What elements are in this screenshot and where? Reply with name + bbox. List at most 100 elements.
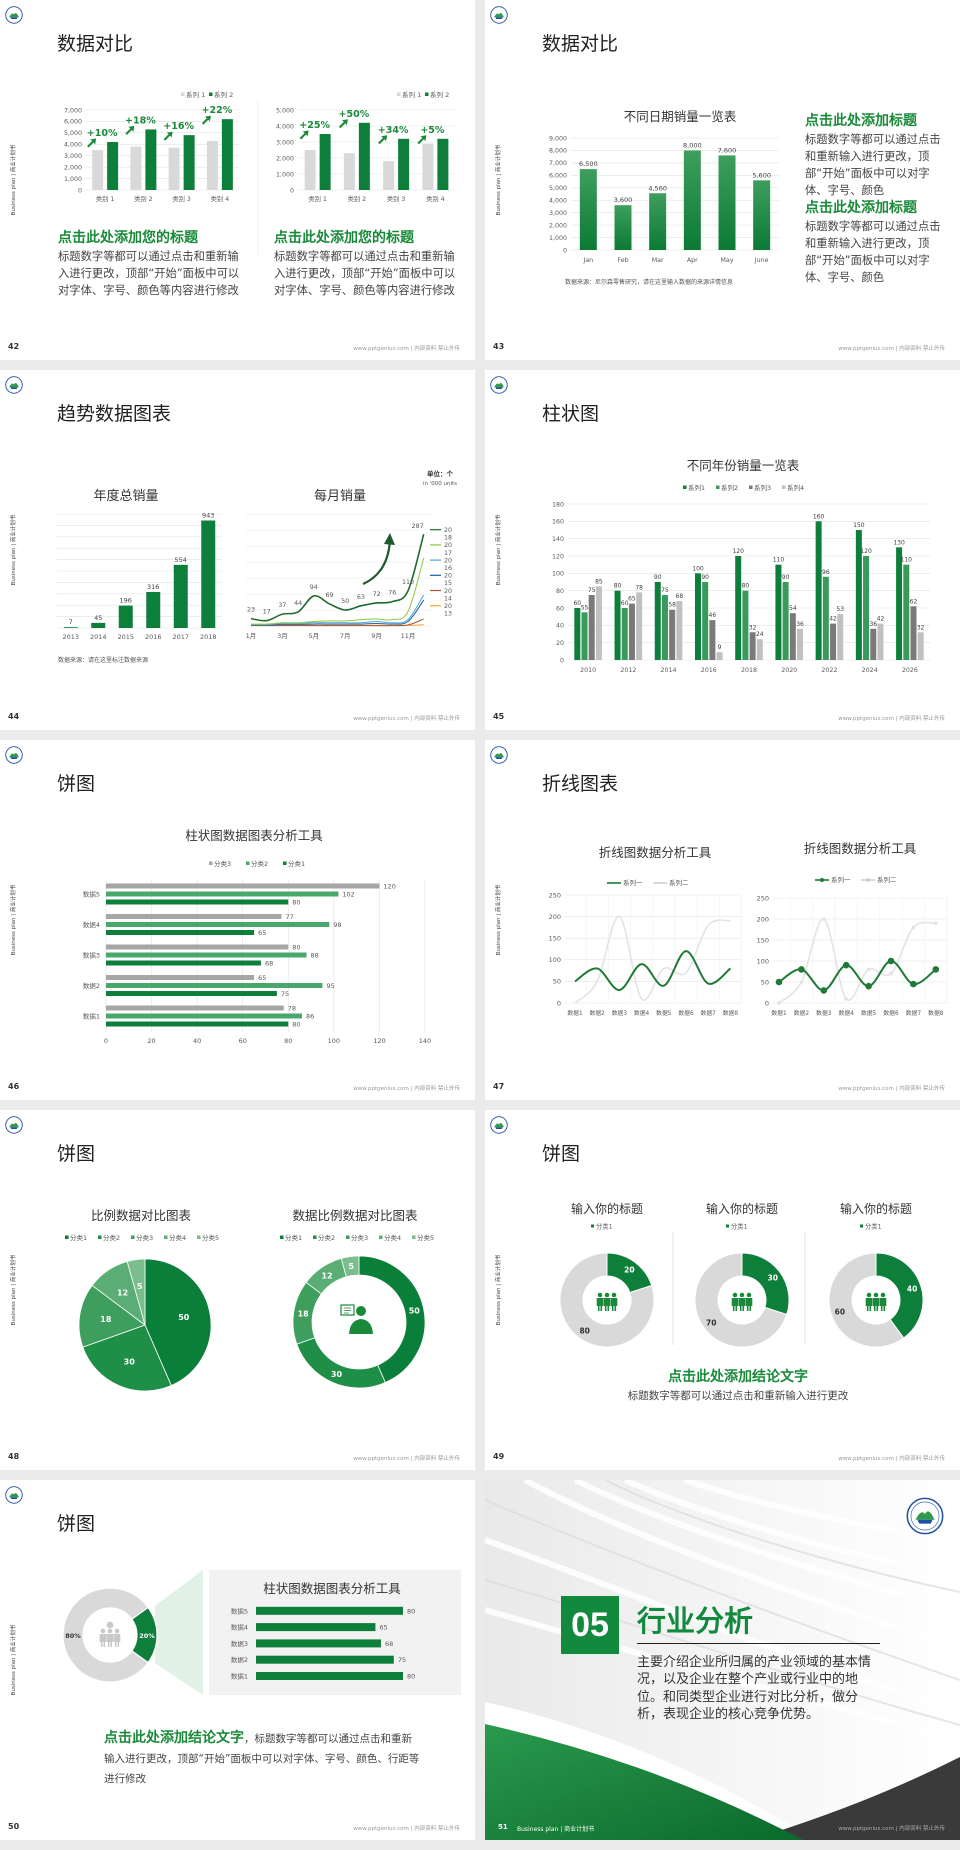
- growth-annotation: +10%: [87, 128, 118, 139]
- y-tick-label: 4,000: [64, 142, 82, 149]
- legend-swatch: [425, 92, 429, 96]
- footer-text: www.pptgenius.com | 内部资料 禁止外传: [838, 716, 945, 722]
- block-heading[interactable]: 点击此处添加标题: [805, 200, 917, 216]
- pie-slice: [358, 1255, 426, 1384]
- unit-sub-label: in '000 units: [422, 481, 458, 487]
- block-body[interactable]: 标题数字等都可以通过点击和重新输入进行更改，顶部“开始”面板中可以对字体、字号、…: [805, 133, 941, 197]
- data-label: 100: [692, 565, 704, 572]
- slide-title: 饼图: [57, 1513, 96, 1535]
- x-tick-label: 2014: [90, 633, 107, 641]
- legend-swatch: [65, 1235, 69, 1239]
- person-body: [872, 1298, 880, 1311]
- data-point: [865, 982, 872, 990]
- data-label: 24: [756, 631, 764, 638]
- data-label: 150: [853, 522, 865, 529]
- page-number: 51: [498, 1823, 508, 1831]
- pie-slice: [340, 1255, 360, 1278]
- pie-slice: [559, 1252, 655, 1348]
- y-tick-label: 0: [560, 657, 564, 664]
- person-body: [745, 1298, 753, 1311]
- block-heading[interactable]: 点击此处添加您的标题: [58, 230, 198, 246]
- slice-label: 70: [706, 1318, 716, 1327]
- y-tick-label: 200: [757, 915, 769, 923]
- y-tick-label: 60: [556, 605, 564, 612]
- data-label: 44: [294, 600, 302, 607]
- bar: [206, 140, 218, 190]
- bar: [683, 150, 701, 250]
- bar: [863, 556, 870, 660]
- school-logo-icon: [906, 1497, 944, 1535]
- legend-swatch: [246, 861, 250, 865]
- bar: [702, 582, 709, 660]
- data-label: 69: [325, 592, 333, 599]
- data-point: [910, 980, 917, 988]
- bar: [256, 1655, 394, 1664]
- page-number: 43: [493, 342, 505, 351]
- x-tick-label: 类别 1: [96, 194, 115, 203]
- bar: [106, 1021, 289, 1027]
- chart-title: 不同年份销量一览表: [687, 458, 800, 473]
- end-label: 20: [444, 557, 452, 564]
- x-tick-label: 数据2: [590, 1009, 606, 1017]
- legend-swatch: [283, 861, 287, 865]
- bar: [106, 930, 255, 935]
- x-tick-label: 数据3: [816, 1009, 832, 1017]
- bar: [319, 134, 331, 190]
- conclusion-heading[interactable]: 点击此处添加结论文字: [668, 1369, 808, 1385]
- conclusion-paragraph[interactable]: 点击此处添加结论文字，标题数字等都可以通过点击和重新输入进行更改，顶部“开始”面…: [104, 1728, 422, 1789]
- legend-label: 分类1: [596, 1222, 613, 1231]
- data-source-note: 数据来源：请在这里标注数据来源: [58, 657, 149, 664]
- block-heading[interactable]: 点击此处添加您的标题: [274, 230, 414, 246]
- growth-annotation: +22%: [202, 105, 233, 116]
- data-label: 7: [69, 618, 73, 626]
- data-label: 102: [342, 890, 354, 898]
- school-logo-icon: [5, 376, 23, 394]
- data-label: 68: [385, 1640, 393, 1648]
- conclusion-body[interactable]: 标题数字等都可以通过点击和重新输入进行更改: [627, 1390, 849, 1402]
- block-heading[interactable]: 点击此处添加标题: [805, 113, 917, 129]
- person-head: [866, 1292, 872, 1298]
- footer-left-text: Business plan | 商业计划书: [517, 1826, 595, 1833]
- team-icon: [106, 1621, 114, 1629]
- side-caption: Business plan | 商业计划书: [11, 144, 17, 216]
- data-label: 36: [869, 621, 877, 628]
- side-caption: Business plan | 商业计划书: [496, 1254, 502, 1326]
- x-tick-label: 类别 4: [211, 194, 230, 203]
- block-body[interactable]: 标题数字等都可以通过点击和重新输入进行更改，顶部“开始”面板中可以对字体、字号、…: [58, 250, 240, 297]
- growth-annotation: +5%: [420, 125, 445, 136]
- bar: [628, 603, 635, 660]
- x-tick-label: Apr: [687, 257, 698, 264]
- data-label: 37: [278, 602, 286, 609]
- data-label: 3,600: [614, 196, 633, 204]
- slide-47: 折线图数据分析工具 系列一 系列二 0 50 100 150 200 250 数据1 数据2 数据3 数…: [485, 740, 960, 1100]
- y-tick-label: 100: [757, 957, 769, 965]
- data-label: 7,600: [718, 146, 737, 154]
- y-tick-label: 80: [556, 588, 564, 595]
- slice-label: 30: [331, 1370, 343, 1379]
- x-tick-label: 数据3: [612, 1009, 628, 1017]
- person-head: [107, 1628, 113, 1634]
- data-label: 65: [258, 974, 266, 982]
- x-tick-label: 数据7: [701, 1009, 717, 1017]
- y-tick-label: 100: [549, 956, 561, 964]
- legend-label: 分类3: [214, 859, 231, 868]
- x-tick-label: 2016: [701, 667, 717, 674]
- bar: [753, 180, 771, 250]
- end-label: 13: [444, 611, 452, 618]
- data-label: 72: [373, 591, 381, 598]
- data-label: 54: [789, 605, 797, 612]
- page-number: 46: [8, 1082, 20, 1091]
- data-label: 110: [773, 557, 785, 564]
- x-tick-label: 类别 2: [348, 194, 367, 203]
- y-tick-label: 数据5: [231, 1606, 248, 1615]
- slide-46: 柱状图数据图表分析工具 分类3 分类2 分类1 0 20 40 60 80 100 120 140 数据…: [0, 740, 475, 1100]
- bar: [574, 608, 581, 660]
- bar: [749, 632, 756, 660]
- y-tick-label: 4,000: [276, 123, 294, 130]
- slice-label: 18: [100, 1315, 112, 1324]
- chart-title: 折线图数据分析工具: [599, 845, 712, 860]
- slice-label: 30: [768, 1274, 778, 1283]
- block-body[interactable]: 标题数字等都可以通过点击和重新输入进行更改，顶部“开始”面板中可以对字体、字号、…: [274, 250, 456, 297]
- block-body[interactable]: 标题数字等都可以通过点击和重新输入进行更改，顶部“开始”面板中可以对字体、字号、…: [805, 220, 941, 284]
